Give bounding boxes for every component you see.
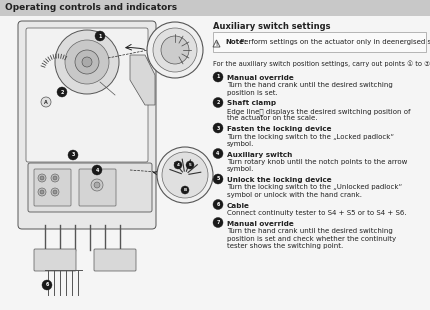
Circle shape [161,36,189,64]
Text: 6: 6 [45,282,49,287]
Text: 5: 5 [189,163,191,167]
Circle shape [213,174,223,184]
Circle shape [181,186,189,194]
Circle shape [213,123,223,133]
Circle shape [157,147,213,203]
Text: 2: 2 [216,100,220,105]
FancyBboxPatch shape [34,249,76,271]
Text: Turn the locking switch to the „Locked padlock“: Turn the locking switch to the „Locked p… [227,134,394,140]
Text: Unlock the locking device: Unlock the locking device [227,177,332,183]
Text: symbol.: symbol. [227,166,255,172]
Text: 6: 6 [216,202,220,207]
Circle shape [186,161,194,169]
Text: 1: 1 [98,33,101,38]
Text: position is set.: position is set. [227,90,278,96]
Circle shape [162,152,208,198]
Circle shape [40,190,44,194]
Text: A: A [44,100,48,104]
Circle shape [91,179,103,191]
Circle shape [174,161,182,169]
FancyBboxPatch shape [34,169,71,206]
Circle shape [38,188,46,196]
Text: Edge lineⒶ displays the desired switching position of: Edge lineⒶ displays the desired switchin… [227,108,411,115]
Circle shape [147,22,203,78]
Text: 4: 4 [177,163,179,167]
FancyBboxPatch shape [0,0,430,16]
Circle shape [213,218,223,228]
Text: 4: 4 [95,167,99,172]
FancyBboxPatch shape [79,169,116,206]
Circle shape [42,280,52,290]
Text: tester shows the switching point.: tester shows the switching point. [227,243,343,249]
Circle shape [75,50,99,74]
Circle shape [68,150,78,160]
Text: Turn the locking switch to the „Unlocked padlock“: Turn the locking switch to the „Unlocked… [227,184,402,191]
Circle shape [55,30,119,94]
Polygon shape [213,40,220,47]
Text: Turn the hand crank until the desired switching: Turn the hand crank until the desired sw… [227,82,393,88]
Circle shape [38,174,46,182]
Text: 4: 4 [216,151,220,156]
FancyBboxPatch shape [213,32,426,52]
Text: Operating controls and indicators: Operating controls and indicators [5,3,177,12]
FancyBboxPatch shape [18,21,156,229]
Circle shape [53,176,57,180]
Text: 3: 3 [71,153,75,157]
Circle shape [65,40,109,84]
Text: Turn the hand crank until the desired switching: Turn the hand crank until the desired sw… [227,228,393,234]
Text: symbol.: symbol. [227,141,255,147]
Text: Cable: Cable [227,202,250,209]
Circle shape [40,176,44,180]
Text: Manual override: Manual override [227,220,294,227]
Text: B: B [184,188,187,192]
Text: For the auxiliary switch position settings, carry out points ① to ⑦ successively: For the auxiliary switch position settin… [213,60,430,67]
Circle shape [213,98,223,108]
Circle shape [57,87,67,97]
Text: Note:: Note: [225,39,247,45]
FancyBboxPatch shape [28,163,152,212]
Text: Connect continuity tester to S4 + S5 or to S4 + S6.: Connect continuity tester to S4 + S5 or … [227,210,407,216]
Text: Auxiliary switch: Auxiliary switch [227,152,292,157]
Text: Perform settings on the actuator only in deenergised state.: Perform settings on the actuator only in… [238,39,430,45]
Text: 7: 7 [216,220,220,225]
Circle shape [51,188,59,196]
Text: 5: 5 [216,176,220,181]
Text: Shaft clamp: Shaft clamp [227,100,276,107]
Text: symbol or unlock with the hand crank.: symbol or unlock with the hand crank. [227,192,362,198]
Text: Auxiliary switch settings: Auxiliary switch settings [213,22,331,31]
Text: Manual override: Manual override [227,75,294,81]
Text: 1: 1 [216,74,220,79]
Circle shape [41,97,51,107]
Text: 3: 3 [216,126,220,131]
Circle shape [213,72,223,82]
Circle shape [51,174,59,182]
Text: the actuator on the scale.: the actuator on the scale. [227,116,317,122]
Circle shape [82,57,92,67]
Circle shape [92,165,102,175]
Circle shape [153,28,197,72]
Circle shape [95,31,105,41]
Text: Fasten the locking device: Fasten the locking device [227,126,332,132]
FancyBboxPatch shape [26,28,148,162]
Circle shape [213,148,223,158]
Circle shape [213,200,223,210]
Text: !: ! [215,42,218,46]
Text: 2: 2 [60,90,64,95]
Circle shape [53,190,57,194]
Text: position is set and check whether the continuity: position is set and check whether the co… [227,236,396,241]
FancyBboxPatch shape [94,249,136,271]
Text: Turn rotary knob until the notch points to the arrow: Turn rotary knob until the notch points … [227,159,407,165]
Circle shape [94,182,100,188]
Polygon shape [130,55,155,105]
